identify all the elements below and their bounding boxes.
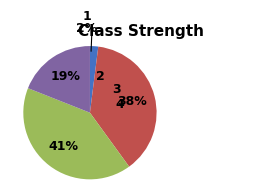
Text: 3: 3 xyxy=(112,83,120,96)
Text: 2: 2 xyxy=(96,70,105,83)
Text: 38%: 38% xyxy=(117,95,147,108)
Text: 4: 4 xyxy=(116,98,124,112)
Wedge shape xyxy=(90,47,157,167)
Wedge shape xyxy=(23,88,129,179)
Text: Class Strength: Class Strength xyxy=(78,24,204,39)
Text: 2%: 2% xyxy=(76,22,97,35)
Text: 41%: 41% xyxy=(48,140,78,153)
Wedge shape xyxy=(28,46,90,113)
Text: 19%: 19% xyxy=(51,70,80,83)
Wedge shape xyxy=(90,46,98,113)
Text: 1: 1 xyxy=(82,10,91,23)
